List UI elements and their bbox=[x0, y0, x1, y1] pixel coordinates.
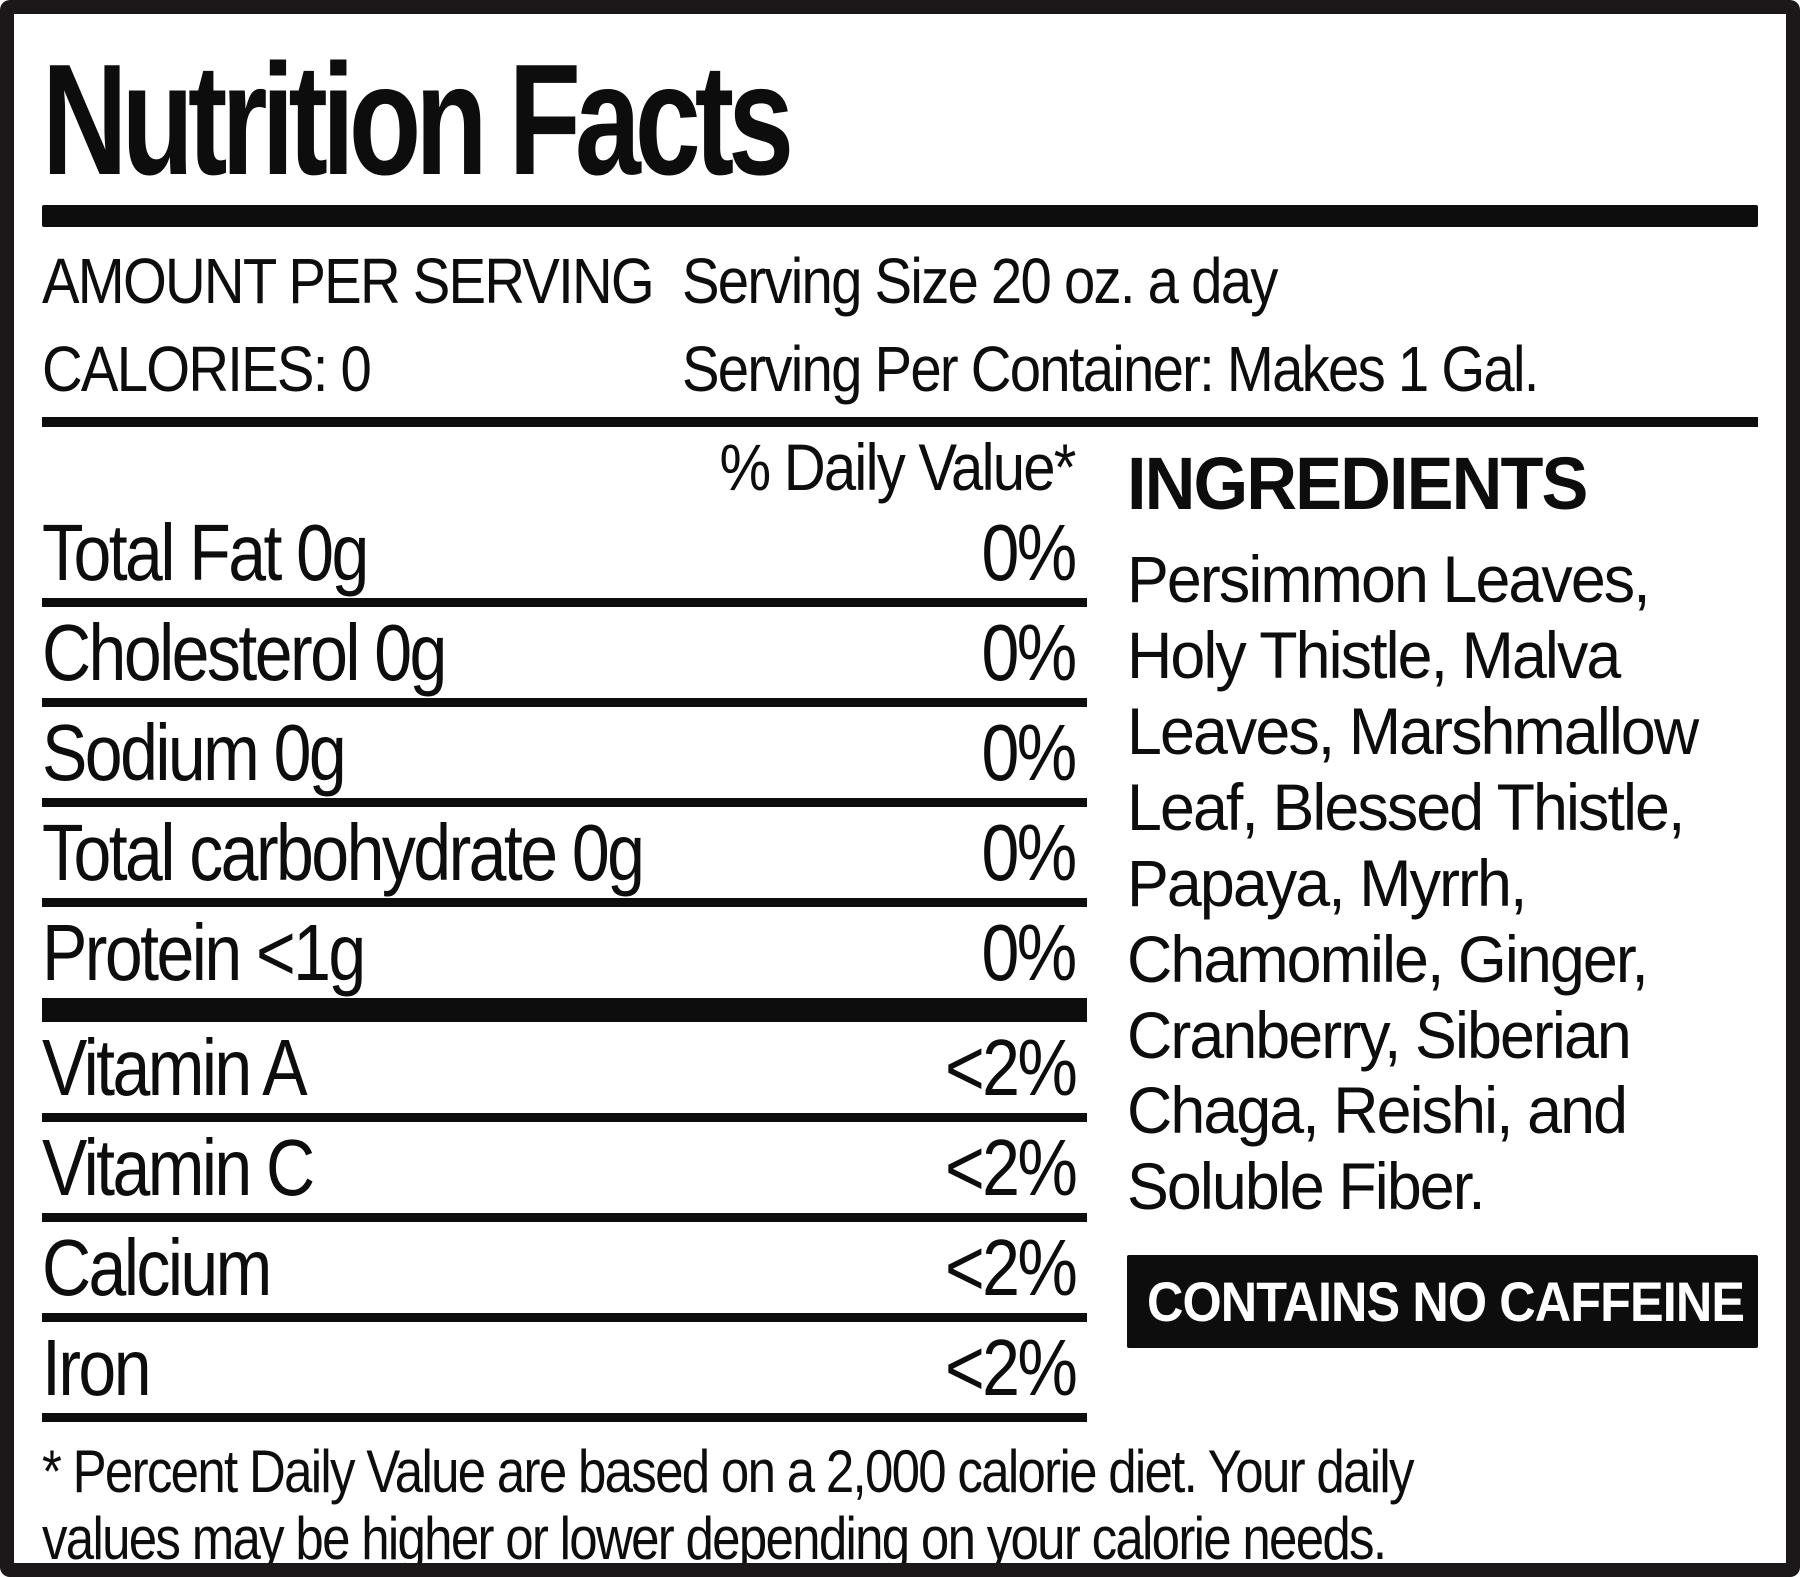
amount-per-serving-label: AMOUNT PER SERVING bbox=[42, 245, 655, 318]
daily-value-footnote: * Percent Daily Value are based on a 2,0… bbox=[42, 1438, 1758, 1573]
table-row: Sodium 0g 0% bbox=[42, 707, 1087, 808]
nutrient-name: Total carbohydrate 0g bbox=[42, 807, 645, 897]
table-row: Total carbohydrate 0g 0% bbox=[42, 807, 1087, 908]
table-row: Cholesterol 0g 0% bbox=[42, 607, 1087, 708]
servings-per-container-cell: Serving Per Container: Makes 1 Gal. bbox=[682, 325, 1758, 413]
calories-cell: CALORIES: 0 bbox=[42, 325, 682, 413]
micronutrient-daily-value: <2% bbox=[944, 1322, 1078, 1412]
no-caffeine-badge-text: CONTAINS NO CAFFEINE bbox=[1147, 1270, 1745, 1334]
amount-per-serving-cell: AMOUNT PER SERVING bbox=[42, 237, 682, 325]
nutrient-daily-value: 0% bbox=[981, 607, 1078, 697]
serving-size-value: Serving Size 20 oz. a day bbox=[682, 245, 1278, 318]
micronutrient-name: Vitamin C bbox=[42, 1122, 315, 1212]
nutrient-table: % Daily Value* Total Fat 0g 0% Cholester… bbox=[42, 427, 1087, 1423]
servings-per-container-value: Serving Per Container: Makes 1 Gal. bbox=[682, 333, 1539, 406]
label-body: % Daily Value* Total Fat 0g 0% Cholester… bbox=[42, 427, 1758, 1423]
nutrient-name: Protein <1g bbox=[42, 907, 366, 997]
nutrient-daily-value: 0% bbox=[981, 907, 1078, 997]
ingredients-list-text: Persimmon Leaves, Holy Thistle, Malva Le… bbox=[1127, 542, 1699, 1224]
ingredients-list: Persimmon Leaves, Holy Thistle, Malva Le… bbox=[1127, 542, 1758, 1225]
daily-value-footnote-text: * Percent Daily Value are based on a 2,0… bbox=[42, 1438, 1414, 1573]
micronutrient-daily-value: <2% bbox=[944, 1022, 1078, 1112]
micronutrient-daily-value: <2% bbox=[944, 1122, 1078, 1212]
label-title-text: Nutrition Facts bbox=[42, 32, 794, 208]
calories-value: CALORIES: 0 bbox=[42, 333, 372, 406]
table-row: Vitamin C <2% bbox=[42, 1122, 1087, 1223]
table-row: Protein <1g 0% bbox=[42, 907, 1087, 1023]
table-row: Vitamin A <2% bbox=[42, 1022, 1087, 1123]
table-row: Calcium <2% bbox=[42, 1222, 1087, 1323]
nutrient-daily-value: 0% bbox=[981, 507, 1078, 597]
micronutrient-name: Vitamin A bbox=[42, 1022, 308, 1112]
daily-value-header-text: % Daily Value* bbox=[719, 430, 1077, 505]
nutrient-daily-value: 0% bbox=[981, 807, 1078, 897]
ingredients-heading-text: INGREDIENTS bbox=[1127, 442, 1588, 526]
ingredients-heading: INGREDIENTS bbox=[1127, 441, 1758, 526]
nutrient-name: Sodium 0g bbox=[42, 707, 347, 797]
nutrient-daily-value: 0% bbox=[981, 707, 1078, 797]
label-title: Nutrition Facts bbox=[42, 32, 1758, 208]
micronutrient-daily-value: <2% bbox=[944, 1222, 1078, 1312]
table-row: Iron <2% bbox=[42, 1322, 1087, 1423]
title-divider-bar bbox=[42, 205, 1758, 228]
serving-section: AMOUNT PER SERVING Serving Size 20 oz. a… bbox=[42, 237, 1758, 413]
column-gap bbox=[1087, 427, 1127, 1422]
table-row: Total Fat 0g 0% bbox=[42, 507, 1087, 608]
serving-size-cell: Serving Size 20 oz. a day bbox=[682, 237, 1758, 325]
serving-divider-rule bbox=[42, 417, 1758, 428]
no-caffeine-badge: CONTAINS NO CAFFEINE bbox=[1127, 1255, 1758, 1349]
micronutrient-name: Iron bbox=[42, 1322, 152, 1412]
daily-value-header: % Daily Value* bbox=[42, 427, 1087, 507]
nutrient-name: Cholesterol 0g bbox=[42, 607, 447, 697]
nutrient-name: Total Fat 0g bbox=[42, 507, 369, 597]
ingredients-section: INGREDIENTS Persimmon Leaves, Holy Thist… bbox=[1127, 427, 1758, 1422]
micronutrient-name: Calcium bbox=[42, 1222, 272, 1312]
